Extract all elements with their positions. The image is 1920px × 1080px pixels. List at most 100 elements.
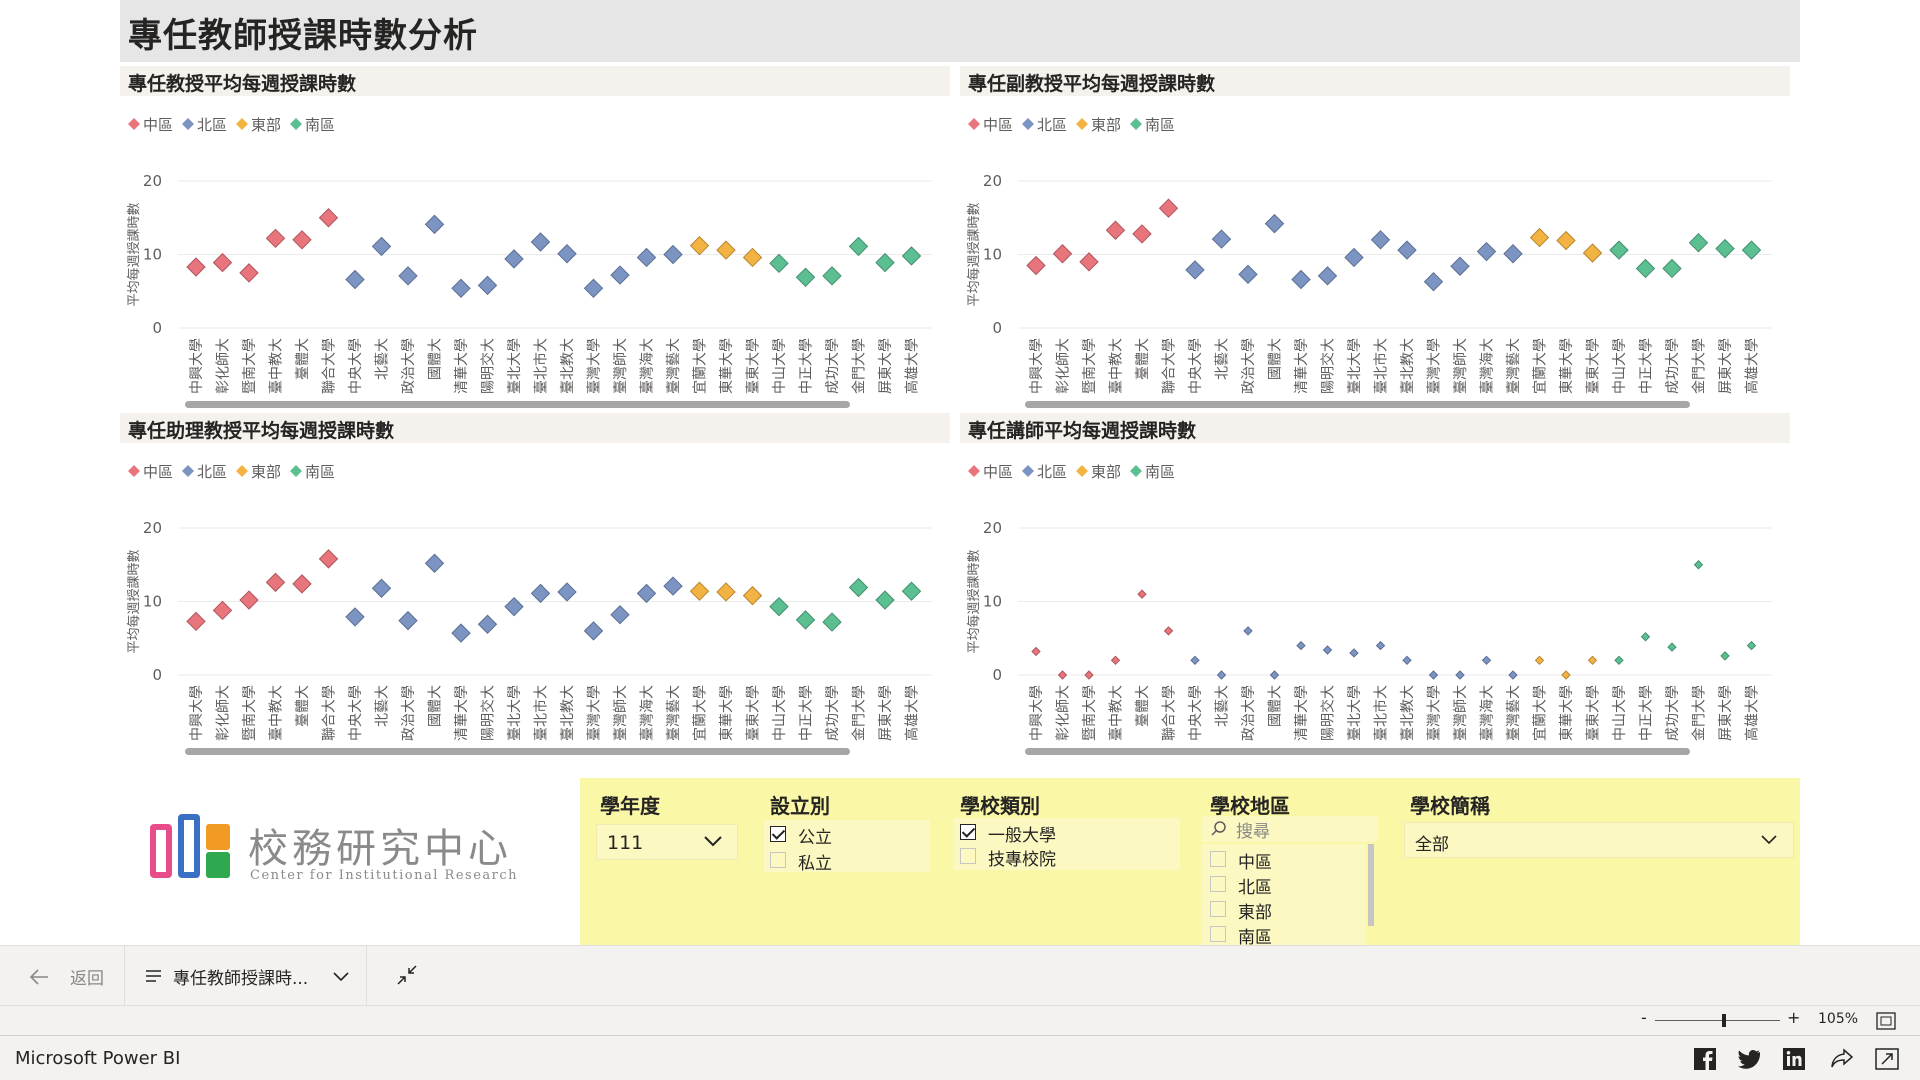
data-point[interactable] xyxy=(1349,648,1359,658)
data-point[interactable] xyxy=(186,257,206,277)
data-point[interactable] xyxy=(212,600,233,621)
data-point[interactable] xyxy=(504,596,524,617)
data-point[interactable] xyxy=(398,266,418,286)
collapse-icon[interactable] xyxy=(396,964,418,986)
data-point[interactable] xyxy=(716,240,736,260)
year-dropdown[interactable]: 111 xyxy=(596,824,738,860)
legend-item[interactable]: 中區 xyxy=(128,463,173,481)
option-private[interactable]: 私立 xyxy=(770,848,920,874)
legend-item[interactable]: 南區 xyxy=(1130,116,1175,134)
checkbox-icon[interactable] xyxy=(1210,851,1226,867)
data-point[interactable] xyxy=(583,278,604,299)
data-point[interactable] xyxy=(1455,670,1465,680)
zoom-out-button[interactable]: - xyxy=(1641,1008,1647,1027)
data-point[interactable] xyxy=(848,577,869,598)
data-point[interactable] xyxy=(1026,255,1046,276)
data-point[interactable] xyxy=(875,590,895,610)
data-point[interactable] xyxy=(1291,269,1311,290)
data-point[interactable] xyxy=(901,246,922,266)
data-point[interactable] xyxy=(769,596,789,617)
option-region-east[interactable]: 東部 xyxy=(1210,897,1360,923)
data-point[interactable] xyxy=(1587,655,1598,666)
data-point[interactable] xyxy=(1582,243,1603,263)
data-point[interactable] xyxy=(345,607,365,627)
data-point[interactable] xyxy=(663,244,683,265)
data-point[interactable] xyxy=(1317,266,1338,286)
data-point[interactable] xyxy=(239,590,259,610)
data-point[interactable] xyxy=(371,236,392,257)
data-point[interactable] xyxy=(583,621,604,641)
option-region-central[interactable]: 中區 xyxy=(1210,847,1360,873)
data-point[interactable] xyxy=(1211,229,1232,249)
checkbox-icon[interactable] xyxy=(1210,926,1226,942)
option-technical-college[interactable]: 技專校院 xyxy=(960,844,1160,870)
data-point[interactable] xyxy=(1370,230,1391,250)
chart-professor[interactable]: 專任教授平均每週授課時數 中區 北區 東部 南區 0 10 20 平均每週授課時數 中興大學 彰化… xyxy=(120,66,950,411)
data-point[interactable] xyxy=(345,269,365,290)
option-general-university[interactable]: 一般大學 xyxy=(960,820,1160,846)
fit-to-page-icon[interactable] xyxy=(1876,1012,1896,1030)
checkbox-icon[interactable] xyxy=(960,848,976,864)
data-point[interactable] xyxy=(292,230,312,250)
checkbox-checked-icon[interactable] xyxy=(770,826,786,842)
data-point[interactable] xyxy=(1052,244,1073,264)
data-point[interactable] xyxy=(557,244,577,264)
data-point[interactable] xyxy=(1529,227,1550,248)
data-point[interactable] xyxy=(398,610,418,631)
checkbox-icon[interactable] xyxy=(1210,901,1226,917)
data-point[interactable] xyxy=(1609,240,1629,260)
data-point[interactable] xyxy=(636,247,657,268)
zoom-in-button[interactable]: + xyxy=(1787,1008,1801,1027)
data-point[interactable] xyxy=(875,252,895,273)
data-point[interactable] xyxy=(689,581,710,601)
data-point[interactable] xyxy=(477,275,498,296)
data-point[interactable] xyxy=(1402,655,1412,666)
data-point[interactable] xyxy=(769,253,789,274)
data-point[interactable] xyxy=(1556,230,1576,251)
data-point[interactable] xyxy=(663,576,683,596)
legend-item[interactable]: 東部 xyxy=(236,116,281,134)
data-point[interactable] xyxy=(1667,642,1677,652)
chart-lecturer[interactable]: 專任講師平均每週授課時數 中區 北區 東部 南區 0 10 20 平均每週授課時數 中興大學 彰化… xyxy=(960,413,1790,758)
data-point[interactable] xyxy=(1741,240,1762,260)
data-point[interactable] xyxy=(1561,670,1571,680)
data-point[interactable] xyxy=(1534,655,1545,666)
data-point[interactable] xyxy=(822,612,842,632)
chart-associate-professor[interactable]: 專任副教授平均每週授課時數 中區 北區 東部 南區 0 10 20 平均每週授課時數 中興大學彰… xyxy=(960,66,1790,411)
option-public[interactable]: 公立 xyxy=(770,822,920,848)
data-point[interactable] xyxy=(371,578,392,598)
data-point[interactable] xyxy=(1614,655,1624,666)
data-point[interactable] xyxy=(1746,640,1757,651)
data-point[interactable] xyxy=(689,235,710,256)
fullscreen-icon[interactable] xyxy=(1874,1046,1900,1072)
data-point[interactable] xyxy=(636,583,657,604)
data-point[interactable] xyxy=(1662,258,1682,279)
legend-item[interactable]: 北區 xyxy=(182,116,227,134)
checkbox-icon[interactable] xyxy=(770,852,786,868)
data-point[interactable] xyxy=(1238,264,1258,285)
data-point[interactable] xyxy=(212,252,233,273)
data-point[interactable] xyxy=(1158,198,1179,218)
data-point[interactable] xyxy=(265,572,286,593)
data-point[interactable] xyxy=(424,553,445,573)
data-point[interactable] xyxy=(1640,632,1651,642)
data-point[interactable] xyxy=(1375,640,1386,651)
data-point[interactable] xyxy=(186,611,206,632)
data-point[interactable] xyxy=(530,232,551,252)
data-point[interactable] xyxy=(1476,241,1497,262)
data-point[interactable] xyxy=(1503,244,1523,264)
data-point[interactable] xyxy=(716,582,736,602)
legend-item[interactable]: 中區 xyxy=(968,116,1013,134)
data-point[interactable] xyxy=(504,249,524,269)
school-dropdown[interactable]: 全部 xyxy=(1404,822,1794,858)
data-point[interactable] xyxy=(1132,224,1152,244)
data-point[interactable] xyxy=(742,585,763,606)
data-point[interactable] xyxy=(848,236,869,257)
legend-item[interactable]: 南區 xyxy=(290,463,335,481)
data-point[interactable] xyxy=(265,228,286,249)
data-point[interactable] xyxy=(239,263,259,283)
